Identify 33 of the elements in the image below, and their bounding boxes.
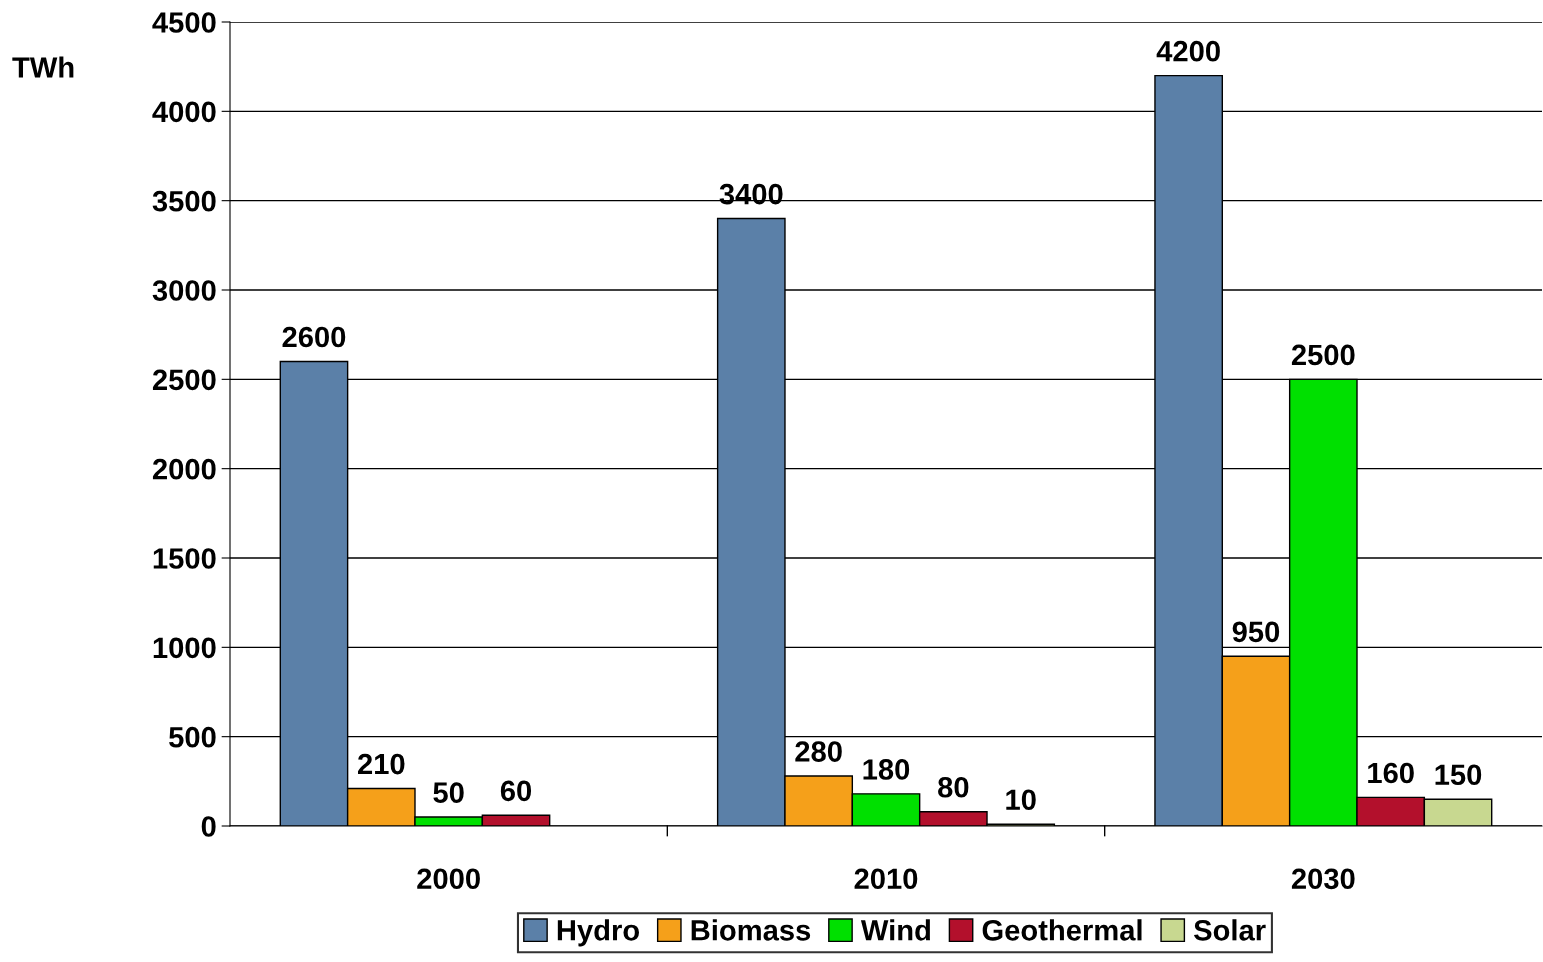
legend-label: Geothermal [982,919,1142,941]
y-tick-label: 0 [201,816,216,837]
y-axis-title: TWh [12,56,74,78]
y-tick-label: 2000 [152,458,216,480]
legend-label: Solar [1193,919,1266,941]
x-tick-label: 2030 [1291,868,1355,890]
data-label: 80 [938,776,969,798]
data-label: 2500 [1291,344,1355,366]
y-tick-label: 500 [169,726,216,748]
y-tick-label: 1000 [153,637,216,659]
data-label: 210 [358,753,405,775]
data-label: 160 [1368,762,1414,784]
data-label: 3400 [719,183,783,205]
data-label: 60 [500,780,532,802]
y-tick-label: 3500 [152,190,216,212]
data-label: 50 [433,782,464,803]
legend-label: Hydro [557,919,640,947]
data-label: 150 [1435,764,1482,786]
legend-label: Wind [860,919,930,941]
y-tick-label: 4500 [152,12,216,33]
x-tick-label: 2010 [854,868,918,890]
data-label: 950 [1232,621,1280,643]
data-label: 10 [1006,789,1036,811]
data-label: 4200 [1156,40,1220,62]
y-tick-label: 4000 [152,101,216,123]
y-tick-label: 1500 [153,548,216,569]
data-label: 2600 [282,326,346,348]
y-tick-label: 2500 [152,369,216,391]
data-label: 180 [863,759,910,780]
data-label: 280 [795,741,842,762]
x-tick-label: 2000 [417,868,480,890]
y-tick-label: 3000 [152,280,216,301]
legend-label: Biomass [691,919,811,941]
